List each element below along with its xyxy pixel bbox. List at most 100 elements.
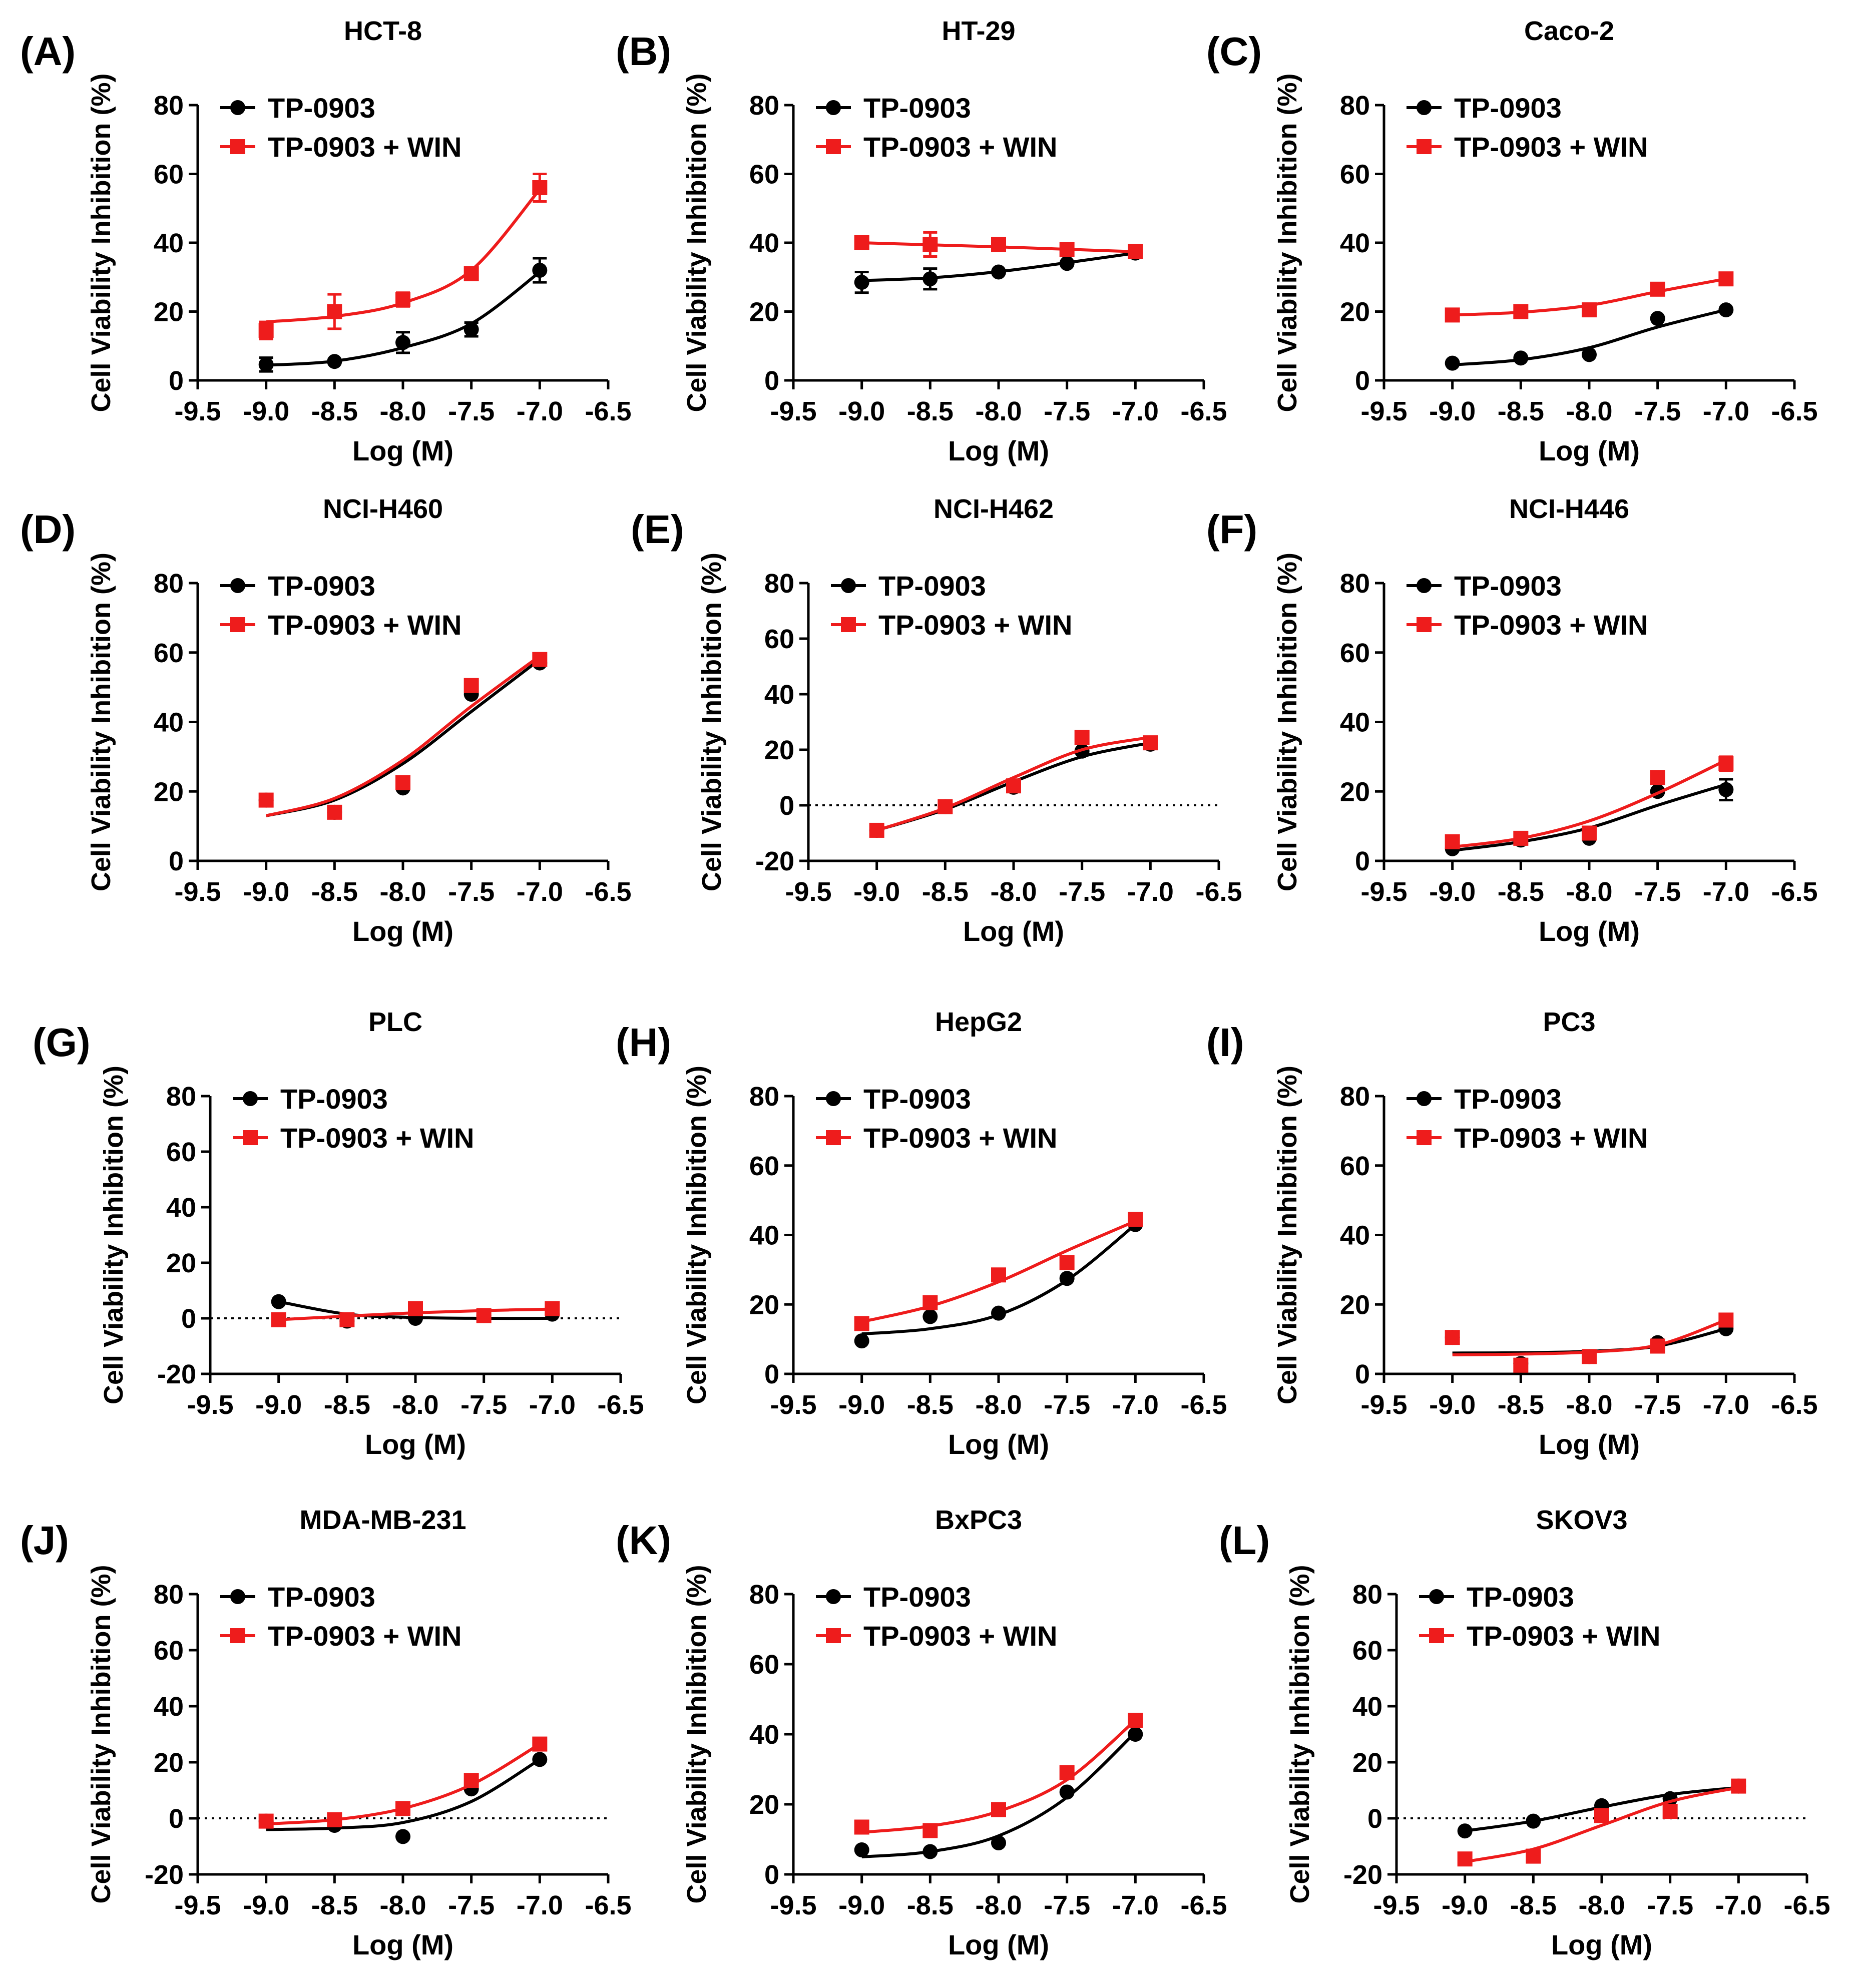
- y-tick-label: 0: [1367, 1804, 1382, 1834]
- y-tick-label: 80: [154, 569, 184, 599]
- fit-curve-tp-0903-win: [876, 736, 1151, 832]
- y-tick-label: 60: [749, 1650, 779, 1680]
- legend-marker: [230, 617, 245, 632]
- x-tick-label: -9.5: [1360, 877, 1407, 907]
- legend-label: TP-0903: [863, 1083, 971, 1115]
- data-point-tp-0903-win: [1650, 770, 1665, 785]
- data-point-tp-0903: [1059, 1784, 1075, 1800]
- x-axis-title: Log (M): [948, 1428, 1049, 1460]
- y-tick-label: 60: [166, 1137, 196, 1167]
- x-tick-label: -7.0: [1127, 877, 1174, 907]
- x-tick-label: -8.0: [1566, 877, 1612, 907]
- x-tick-label: -9.0: [838, 1890, 885, 1920]
- y-tick-label: 20: [1352, 1748, 1382, 1778]
- y-tick-label: 20: [1340, 1290, 1370, 1320]
- data-point-tp-0903: [1128, 1727, 1143, 1742]
- legend-marker: [826, 1130, 841, 1145]
- panel-pc3: (I) PC3 0 20 40 60 80 -9.5 -9.0 -8.5 -8.0 -7.5 -7.0-…: [1206, 1007, 1818, 1460]
- x-tick-label: -9.5: [174, 1890, 221, 1920]
- y-tick-label: 40: [749, 1221, 779, 1251]
- x-axis-title: Log (M): [365, 1428, 466, 1460]
- panel-label: (D): [20, 507, 76, 552]
- panel-label: (I): [1206, 1020, 1244, 1065]
- y-tick-label: 0: [181, 1304, 196, 1334]
- panel-label: (E): [631, 507, 684, 552]
- legend-label: TP-0903: [863, 1581, 971, 1613]
- data-point-tp-0903-win: [339, 1312, 355, 1327]
- x-tick-label: -8.0: [1566, 1390, 1612, 1420]
- x-tick-label: -7.0: [529, 1390, 576, 1420]
- y-axis-title: Cell Viability Inhibition (%): [682, 1565, 712, 1903]
- legend-label: TP-0903 + WIN: [268, 131, 461, 163]
- x-tick-label: -6.5: [585, 1890, 631, 1920]
- panel-title: Caco-2: [1524, 16, 1614, 46]
- legend-label: TP-0903: [878, 570, 986, 602]
- data-point-tp-0903: [854, 275, 869, 290]
- y-tick-label: 60: [154, 638, 184, 668]
- data-point-tp-0903-win: [532, 652, 548, 667]
- data-point-tp-0903-win: [545, 1301, 560, 1316]
- panel-title: NCI-H460: [323, 494, 443, 524]
- panel-label: (F): [1206, 507, 1257, 552]
- x-tick-label: -8.0: [379, 396, 426, 426]
- y-tick-label: 0: [764, 366, 779, 396]
- data-point-tp-0903: [1059, 1271, 1075, 1286]
- x-tick-label: -8.0: [379, 1890, 426, 1920]
- y-tick-label: 0: [764, 1359, 779, 1389]
- data-point-tp-0903: [991, 1835, 1006, 1850]
- data-point-tp-0903: [854, 1842, 869, 1857]
- y-tick-label: 80: [1340, 569, 1370, 599]
- x-tick-label: -6.5: [1783, 1890, 1830, 1920]
- y-tick-label: -20: [1343, 1860, 1382, 1890]
- data-point-tp-0903-win: [258, 1813, 274, 1829]
- data-point-tp-0903: [532, 1752, 548, 1767]
- y-tick-label: 40: [1340, 708, 1370, 738]
- x-tick-label: -7.0: [1703, 1390, 1749, 1420]
- x-tick-label: -6.5: [1771, 1390, 1817, 1420]
- data-point-tp-0903-win: [1513, 304, 1529, 319]
- legend-marker: [1417, 100, 1432, 115]
- panel-bxpc3: (K) BxPC3 0 20 40 60 80 -9.5 -9.0 -8.5 -8.0 -7.5 -7.…: [616, 1505, 1227, 1960]
- data-point-tp-0903-win: [463, 1773, 479, 1788]
- data-point-tp-0903-win: [1582, 1349, 1597, 1364]
- y-tick-label: 60: [749, 1151, 779, 1181]
- data-point-tp-0903-win: [395, 775, 410, 790]
- data-point-tp-0903: [922, 271, 938, 287]
- data-point-tp-0903-win: [476, 1308, 492, 1323]
- data-point-tp-0903: [854, 1333, 869, 1349]
- data-point-tp-0903-win: [408, 1301, 423, 1316]
- legend-label: TP-0903: [1454, 570, 1562, 602]
- x-tick-label: -8.5: [324, 1390, 370, 1420]
- x-tick-label: -9.5: [1360, 1390, 1407, 1420]
- legend-label: TP-0903: [268, 92, 375, 124]
- y-tick-label: 0: [779, 791, 794, 821]
- panel-label: (K): [616, 1518, 671, 1563]
- data-point-tp-0903: [271, 1294, 286, 1309]
- data-point-tp-0903: [991, 264, 1006, 280]
- data-point-tp-0903: [1445, 355, 1460, 371]
- data-point-tp-0903-win: [854, 1316, 869, 1331]
- panel-label: (C): [1206, 29, 1262, 74]
- y-tick-label: -20: [157, 1359, 196, 1389]
- y-axis-title: Cell Viability Inhibition (%): [86, 1565, 116, 1903]
- x-tick-label: -7.0: [1715, 1890, 1762, 1920]
- y-tick-label: 0: [169, 846, 184, 876]
- x-tick-label: -7.5: [448, 877, 495, 907]
- y-tick-label: -20: [755, 846, 794, 876]
- y-axis-title: Cell Viability Inhibition (%): [1272, 553, 1302, 891]
- data-point-tp-0903-win: [1582, 825, 1597, 841]
- x-tick-label: -7.0: [1112, 396, 1159, 426]
- panel-caco-2: (C) Caco-2 0 20 40 60 80 -9.5 -9.0 -8.5 -8.0 -7.5 -7…: [1206, 16, 1818, 466]
- data-point-tp-0903-win: [1445, 1330, 1460, 1345]
- data-point-tp-0903-win: [991, 1802, 1006, 1817]
- panel-hepg2: (H) HepG2 0 20 40 60 80 -9.5 -9.0 -8.5 -8.0 -7.5 -7.…: [616, 1007, 1227, 1460]
- x-tick-label: -7.5: [1044, 1390, 1090, 1420]
- x-tick-label: -6.5: [1195, 877, 1242, 907]
- x-tick-label: -9.0: [243, 396, 289, 426]
- data-point-tp-0903-win: [1059, 1765, 1075, 1780]
- legend-label: TP-0903 + WIN: [1454, 1122, 1648, 1154]
- data-point-tp-0903: [395, 1829, 410, 1844]
- data-point-tp-0903-win: [532, 1736, 548, 1752]
- x-axis-title: Log (M): [1539, 915, 1640, 947]
- x-tick-label: -8.5: [311, 877, 358, 907]
